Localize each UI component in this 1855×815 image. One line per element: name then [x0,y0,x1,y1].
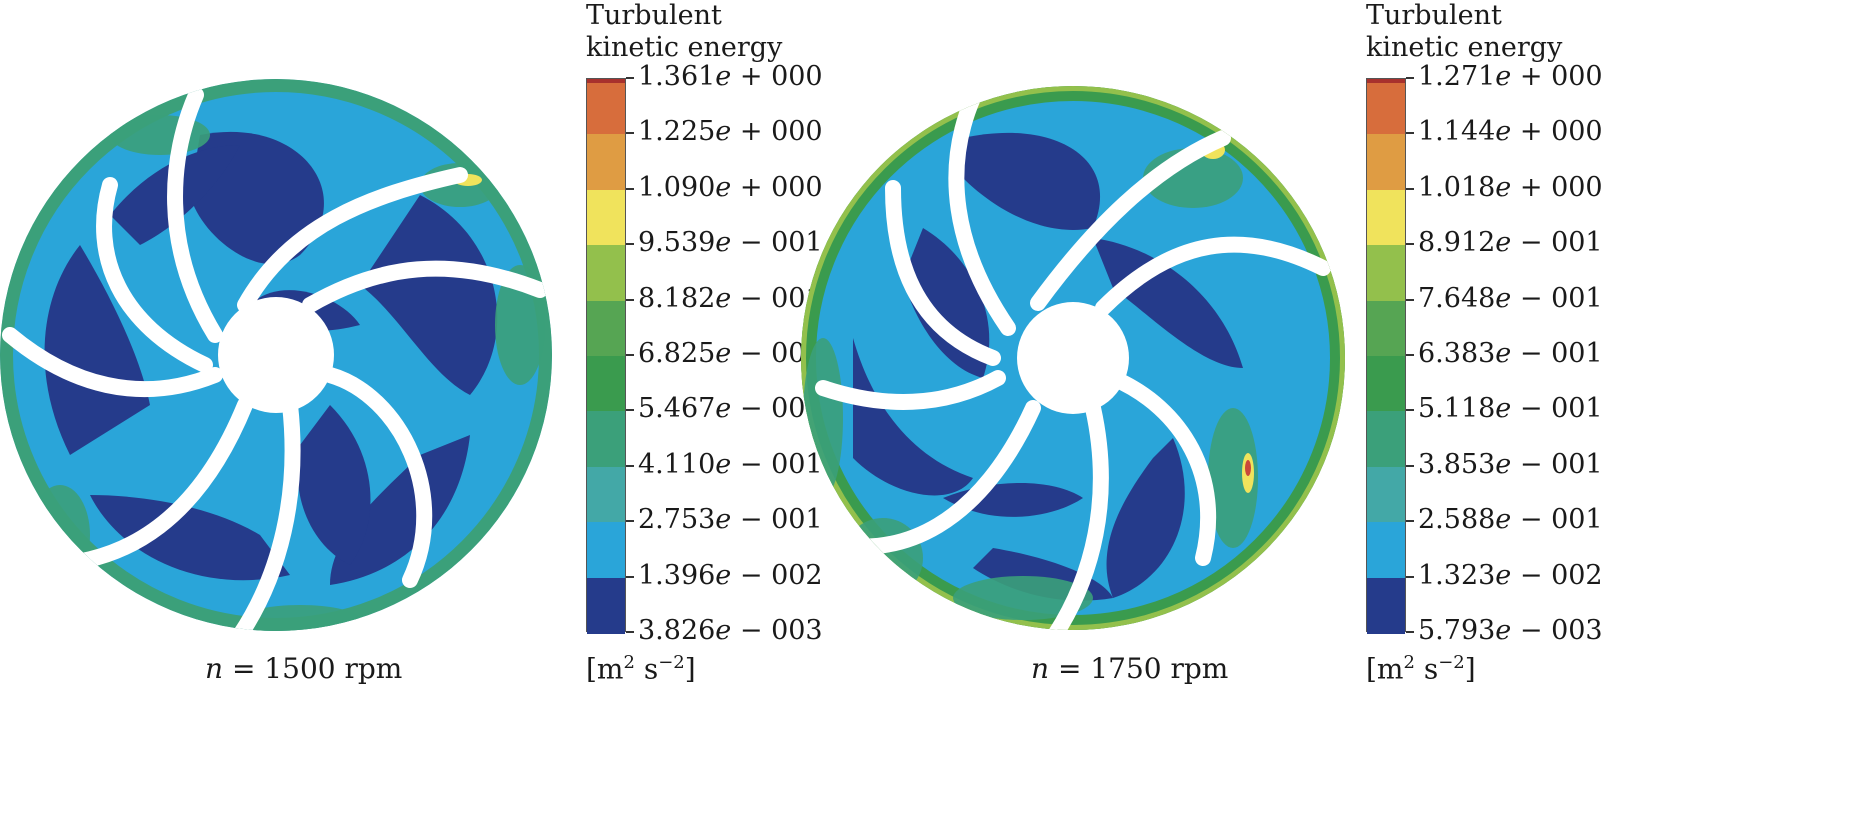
colorbar-tick-mark [626,575,634,578]
colorbar-tick-mark [626,243,634,246]
colorbar-tick-mark [626,132,634,135]
colorbar-tick-label: 4.110e − 001 [638,448,823,480]
colorbar-band [1367,466,1405,524]
colorbar-band [1367,577,1405,634]
unit-base: [m [1366,652,1404,686]
colorbar-tick-mark [626,520,634,523]
unit-mid: s [1414,652,1439,686]
colorbar-tick-mark [626,298,634,301]
colorbar-tick-mark [626,77,634,79]
unit-sup1: 2 [623,652,635,673]
colorbar-tick-label: 1.396e − 002 [638,559,823,591]
colorbar-tick-mark [626,409,634,412]
colorbar-band [587,245,625,302]
legend-title-line2: kinetic energy [1366,32,1563,63]
colorbar-tick-mark [1406,298,1414,301]
colorbar-tick-label: 1.090e + 000 [638,171,823,203]
impeller-contour-1750rpm [801,86,1345,630]
colorbar-band [587,83,625,136]
colorbar-tick-mark [1406,243,1414,246]
colorbar-band [587,522,625,579]
rpm-value: = 1500 rpm [223,652,403,685]
colorbar-band [1367,79,1405,84]
unit-label: [m2 s−2] [586,652,696,685]
colorbar-tick-mark [1406,409,1414,412]
legend-title: Turbulent kinetic energy [1366,0,1562,64]
colorbar-tick-label: 2.588e − 001 [1418,504,1603,536]
rpm-variable: n [1031,652,1050,685]
colorbar-tick-label: 1.018e + 000 [1418,171,1603,203]
colorbar-tick-mark [1406,77,1414,79]
colorbar-band [1367,411,1405,468]
colorbar-tick-mark [1406,187,1414,190]
colorbar-tick-mark [626,464,634,467]
colorbar-tick-label: 6.383e − 001 [1418,338,1603,369]
colorbar-tick-label: 3.853e − 001 [1418,448,1603,480]
colorbar-tick-label: 1.271e + 000 [1418,61,1603,92]
rpm-variable: n [205,652,224,685]
unit-label: [m2 s−2] [1366,652,1476,685]
colorbar-tick-mark [1406,631,1414,633]
colorbar-band [587,300,625,357]
colorbar-band [1367,300,1405,357]
colorbar-tick-mark [1406,354,1414,356]
colorbar-band [587,466,625,524]
colorbar-tick-label: 5.793e − 003 [1418,615,1603,646]
unit-base: [m [586,652,624,686]
unit-end: ] [1464,652,1476,686]
unit-end: ] [684,652,696,686]
colorbar-tick-label: 1.323e − 002 [1418,559,1603,591]
rpm-caption: n = 1500 rpm [205,652,402,685]
legend-title-line2: kinetic energy [586,32,783,63]
colorbar-tick-label: 9.539e − 001 [638,227,823,259]
unit-sup1: 2 [1403,652,1415,673]
colorbar-tick-mark [1406,132,1414,135]
colorbar-band [587,411,625,468]
colorbar-band [1367,134,1405,191]
colorbar [1366,78,1406,634]
colorbar-tick-mark [1406,464,1414,467]
unit-mid: s [634,652,659,686]
colorbar-band [1367,245,1405,302]
legend-title-line1: Turbulent [1366,0,1502,31]
unit-sup2: −2 [658,652,685,673]
colorbar-band [1367,522,1405,579]
panel-1750rpm: Turbulent kinetic energy 1.271e + 000 1.1… [801,0,1855,815]
colorbar-tick-label: 7.648e − 001 [1418,282,1603,314]
colorbar-band [1367,356,1405,413]
colorbar-band [587,189,625,247]
rpm-caption: n = 1750 rpm [1031,652,1228,685]
colorbar-tick-label: 5.118e − 001 [1418,393,1603,425]
panel-1500rpm: Turbulent kinetic energy 1.361e + 000 1.2… [0,0,927,815]
colorbar-tick-mark [1406,520,1414,523]
colorbar-tick-mark [1406,575,1414,578]
colorbar-band [587,134,625,191]
colorbar-band [587,356,625,413]
colorbar-tick-label: 1.144e + 000 [1418,116,1603,148]
colorbar-band [1367,189,1405,247]
legend-title-line1: Turbulent [586,0,722,31]
colorbar-tick-mark [626,187,634,190]
legend-title: Turbulent kinetic energy [586,0,782,64]
colorbar-tick-label: 3.826e − 003 [638,615,823,646]
colorbar-tick-label: 1.361e + 000 [638,61,823,92]
colorbar-tick-mark [626,631,634,633]
colorbar-tick-label: 2.753e − 001 [638,504,823,536]
rpm-value: = 1750 rpm [1049,652,1229,685]
colorbar-band [587,79,625,84]
colorbar [586,78,626,634]
impeller-contour-1500rpm [0,79,552,631]
colorbar-tick-label: 8.912e − 001 [1418,227,1603,259]
colorbar-band [587,577,625,634]
colorbar-tick-label: 1.225e + 000 [638,116,823,148]
unit-sup2: −2 [1438,652,1465,673]
colorbar-tick-mark [626,354,634,356]
colorbar-band [1367,83,1405,136]
